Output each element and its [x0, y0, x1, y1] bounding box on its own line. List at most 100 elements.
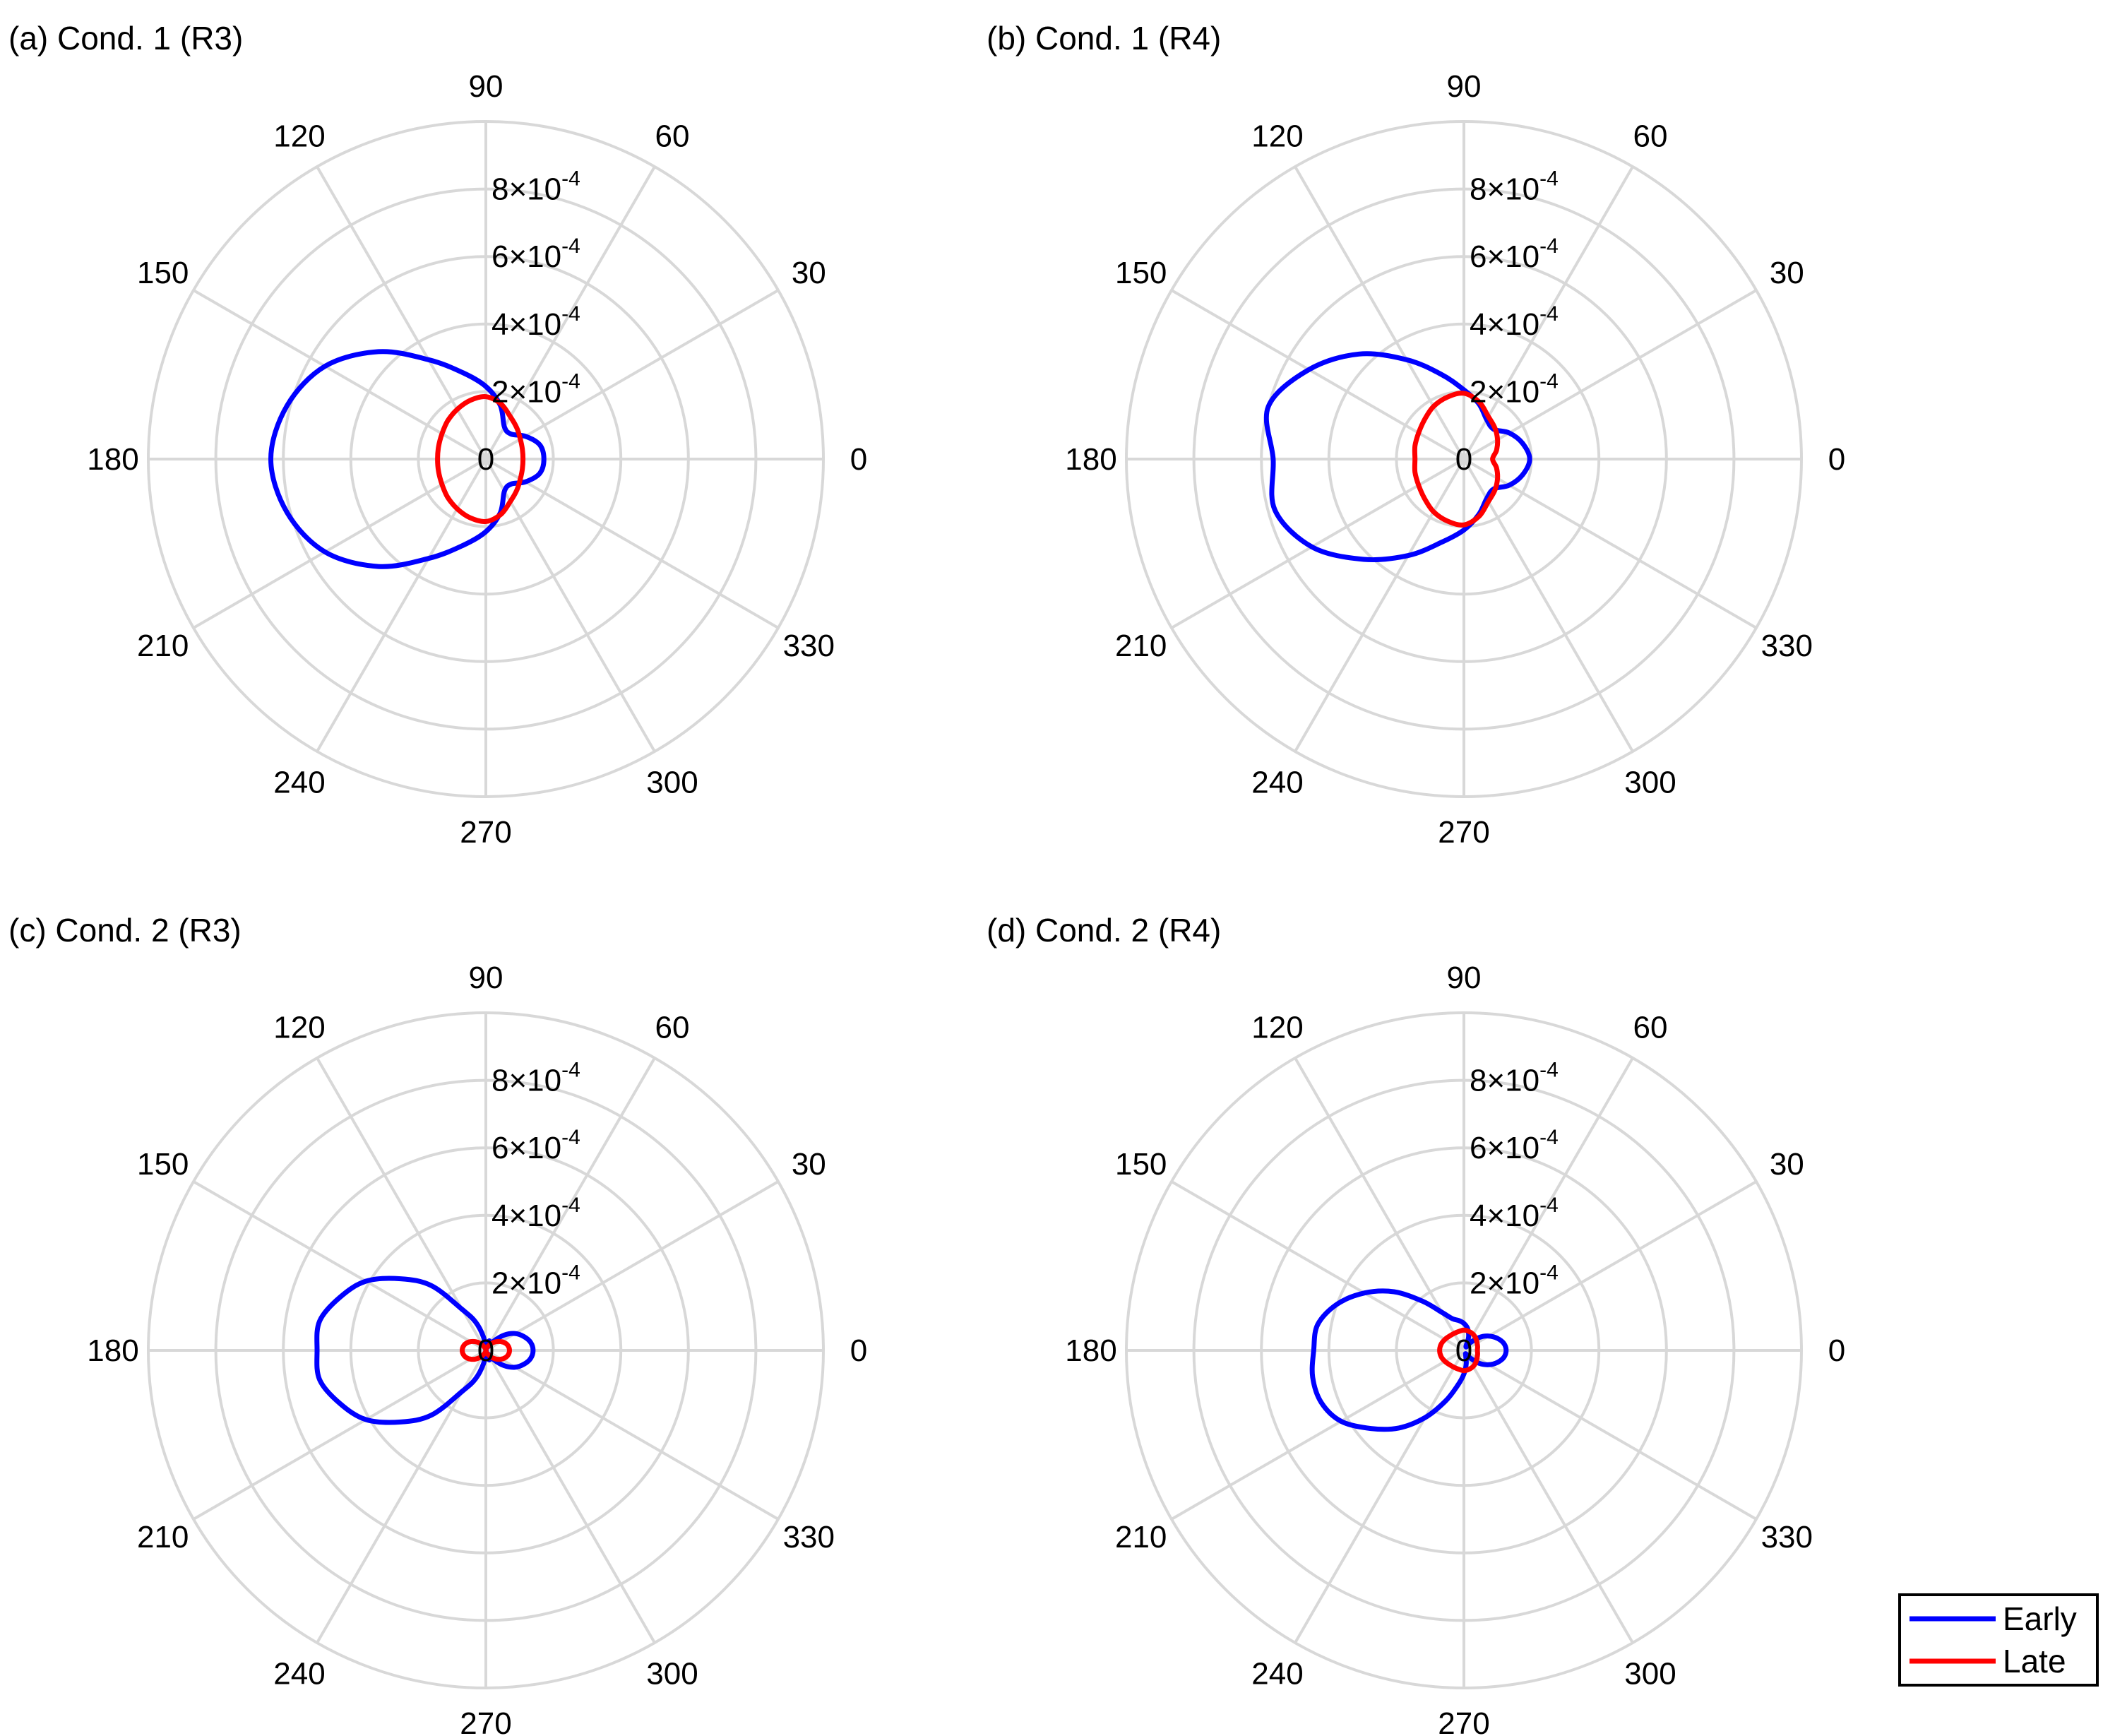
radial-tick-label: 2×10-4 — [1470, 369, 1559, 409]
angle-tick-label: 240 — [273, 1656, 325, 1691]
polar-grid — [147, 1011, 825, 1689]
grid-spoke — [1463, 1349, 1757, 1521]
grid-ring — [1125, 120, 1803, 798]
grid-ring — [1327, 1213, 1601, 1487]
angle-tick-label: 60 — [1633, 1011, 1668, 1045]
grid-spoke — [1171, 1349, 1465, 1521]
series-early-line — [1263, 351, 1532, 563]
grid-ring — [1125, 1011, 1803, 1689]
legend-label-late: Late — [2003, 1643, 2066, 1679]
axis-labels: 0 30 60 90 120 150 180 210 240 270 300 330 0 2×10-4 4×… — [1065, 69, 1845, 850]
grid-spoke — [1462, 166, 1634, 460]
grid-spoke — [316, 166, 487, 460]
angle-tick-label: 330 — [1761, 1520, 1813, 1554]
grid-spoke — [1463, 1180, 1757, 1352]
angle-tick-label: 210 — [137, 629, 189, 663]
grid-ring — [147, 1011, 825, 1689]
panel-title: (c) Cond. 2 (R3) — [8, 912, 242, 949]
angle-tick-label: 300 — [1624, 765, 1676, 799]
grid-spoke — [1463, 458, 1757, 629]
grid-ring — [1260, 1146, 1668, 1554]
grid-spoke — [484, 458, 656, 752]
polar-panel-c: (c) Cond. 2 (R3) 0 30 60 90 120 150 180 210 240 2… — [8, 912, 867, 1736]
radial-tick-label: 6×10-4 — [492, 1126, 580, 1165]
radial-tick-label: 6×10-4 — [1470, 234, 1559, 274]
angle-tick-label: 150 — [137, 256, 189, 290]
radial-tick-label: 6×10-4 — [492, 234, 580, 274]
radial-tick-label: 8×10-4 — [1470, 167, 1559, 207]
angle-tick-label: 120 — [273, 1011, 325, 1045]
angle-tick-label: 180 — [1065, 1333, 1116, 1368]
angle-tick-label: 120 — [273, 119, 325, 154]
angle-tick-label: 300 — [646, 765, 698, 799]
polar-grid — [1125, 1011, 1803, 1689]
legend: Early Late — [1898, 1593, 2099, 1687]
grid-ring — [1192, 1078, 1736, 1622]
grid-spoke — [193, 458, 487, 629]
angle-tick-label: 180 — [1065, 442, 1116, 477]
angle-tick-label: 0 — [850, 1333, 867, 1368]
series-late-line — [435, 393, 526, 525]
radial-tick-label: 6×10-4 — [1470, 1126, 1559, 1165]
legend-box — [1898, 1593, 2099, 1687]
grid-spoke — [193, 1180, 487, 1352]
polar-grid — [147, 120, 825, 798]
grid-spoke — [1294, 166, 1465, 460]
angle-tick-label: 330 — [1761, 629, 1813, 663]
grid-spoke — [1294, 1350, 1465, 1643]
grid-spoke — [1462, 458, 1634, 752]
grid-ring — [214, 187, 758, 731]
grid-ring — [214, 1078, 758, 1622]
series-late-line — [460, 1338, 512, 1362]
panel-title: (a) Cond. 1 (R3) — [8, 20, 243, 57]
grid-spoke — [1171, 458, 1465, 629]
grid-spoke — [1462, 1057, 1634, 1352]
series-group — [314, 1276, 536, 1425]
angle-tick-label: 210 — [1115, 629, 1167, 663]
grid-spoke — [316, 1350, 487, 1643]
series-early-line — [268, 349, 547, 569]
axis-labels: 0 30 60 90 120 150 180 210 240 270 300 330 0 2×10-4 4×… — [87, 961, 867, 1736]
angle-tick-label: 30 — [1770, 1147, 1804, 1182]
angle-tick-label: 90 — [469, 961, 504, 995]
axis-labels: 0 30 60 90 120 150 180 210 240 270 300 330 0 2×10-4 4×… — [87, 69, 867, 850]
polar-grid — [1125, 120, 1803, 798]
radial-tick-label: 0 — [477, 1333, 494, 1368]
grid-spoke — [484, 166, 656, 460]
angle-tick-label: 330 — [783, 1520, 835, 1554]
angle-tick-label: 270 — [1438, 1706, 1489, 1736]
radial-tick-label: 2×10-4 — [492, 369, 580, 409]
angle-tick-label: 60 — [655, 119, 690, 154]
polar-panel-d: (d) Cond. 2 (R4) 0 30 60 90 120 150 180 210 240 2… — [987, 912, 1845, 1736]
angle-tick-label: 90 — [1447, 961, 1482, 995]
grid-spoke — [316, 458, 487, 752]
grid-ring — [282, 255, 690, 663]
grid-spoke — [1294, 1057, 1465, 1352]
series-group — [268, 349, 547, 569]
grid-spoke — [1171, 1180, 1465, 1352]
angle-tick-label: 30 — [792, 1147, 826, 1182]
angle-tick-label: 150 — [1115, 256, 1167, 290]
grid-ring — [147, 120, 825, 798]
radial-tick-label: 0 — [1455, 1333, 1472, 1368]
radial-tick-label: 8×10-4 — [492, 1059, 580, 1098]
angle-tick-label: 270 — [460, 815, 511, 850]
angle-tick-label: 60 — [655, 1011, 690, 1045]
angle-tick-label: 210 — [137, 1520, 189, 1554]
polar-panel-a: (a) Cond. 1 (R3) 0 30 60 90 120 150 180 210 240 2… — [8, 20, 867, 850]
angle-tick-label: 30 — [792, 256, 826, 290]
angle-tick-label: 240 — [273, 765, 325, 799]
angle-tick-label: 150 — [1115, 1147, 1167, 1182]
angle-tick-label: 60 — [1633, 119, 1668, 154]
angle-tick-label: 0 — [850, 442, 867, 477]
radial-tick-label: 0 — [1455, 442, 1472, 477]
grid-ring — [417, 390, 555, 528]
grid-spoke — [1294, 458, 1465, 752]
grid-spoke — [1462, 1350, 1634, 1643]
radial-tick-label: 0 — [477, 442, 494, 477]
angle-tick-label: 300 — [1624, 1656, 1676, 1691]
series-group — [1309, 1288, 1509, 1432]
angle-tick-label: 120 — [1251, 119, 1303, 154]
angle-tick-label: 330 — [783, 629, 835, 663]
